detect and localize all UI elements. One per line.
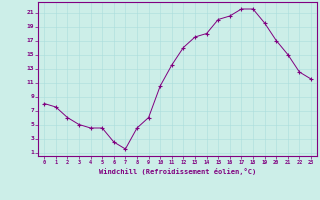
X-axis label: Windchill (Refroidissement éolien,°C): Windchill (Refroidissement éolien,°C): [99, 168, 256, 175]
